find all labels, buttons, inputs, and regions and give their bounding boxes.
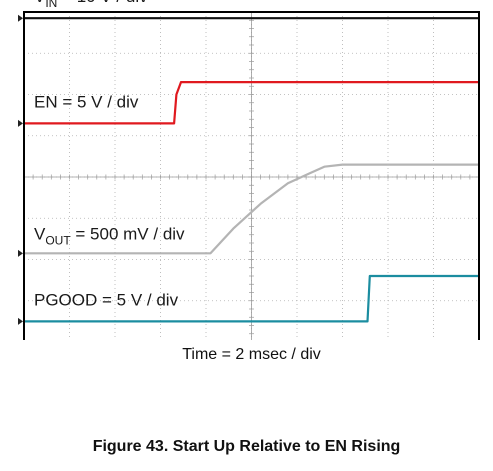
trace-label-vout: VOUT = 500 mV / div	[34, 224, 185, 247]
plot-frame	[23, 11, 480, 340]
oscilloscope-plot: VIN = 10 V / div EN = 5 V / div VOUT = 500…	[18, 0, 480, 340]
plot-grid	[24, 12, 480, 340]
channel-marker-pgood	[18, 317, 23, 325]
channel-markers	[18, 14, 23, 325]
trace-labels: VIN = 10 V / div EN = 5 V / div VOUT = 500…	[34, 0, 185, 309]
channel-marker-vout	[18, 249, 23, 257]
trace-label-pgood: PGOOD = 5 V / div	[34, 290, 179, 309]
channel-marker-vin	[18, 14, 23, 22]
x-axis-label: Time = 2 msec / div	[182, 346, 321, 363]
figure-caption: Figure 43. Start Up Relative to EN Risin…	[92, 438, 401, 455]
trace-vout	[24, 163, 479, 255]
trace-label-en: EN = 5 V / div	[34, 92, 139, 111]
trace-pgood	[24, 274, 479, 323]
trace-en	[24, 80, 479, 125]
channel-marker-en	[18, 119, 23, 127]
trace-label-vin: VIN = 10 V / div	[34, 0, 148, 10]
plot-traces	[24, 17, 479, 323]
